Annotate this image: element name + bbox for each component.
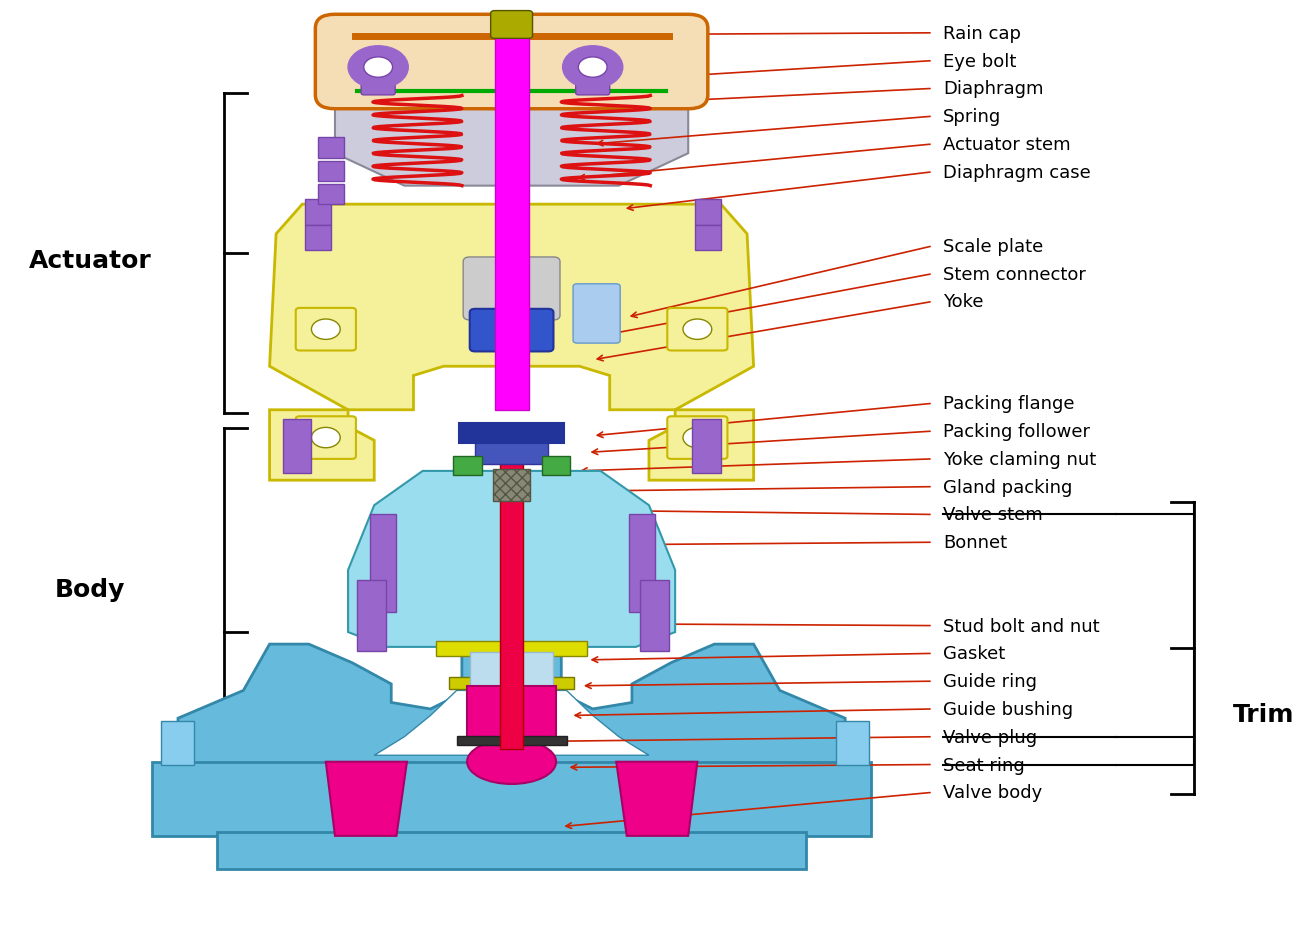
Bar xyxy=(467,686,556,741)
Text: Guide bushing: Guide bushing xyxy=(944,701,1074,718)
FancyBboxPatch shape xyxy=(316,15,708,110)
Circle shape xyxy=(312,319,341,340)
Text: Actuator: Actuator xyxy=(29,249,152,273)
Circle shape xyxy=(363,58,392,78)
Text: Actuator stem: Actuator stem xyxy=(944,135,1071,154)
Bar xyxy=(435,641,587,656)
Bar xyxy=(541,457,570,475)
Circle shape xyxy=(683,319,712,340)
Polygon shape xyxy=(178,644,846,765)
Bar xyxy=(152,762,872,836)
Bar xyxy=(218,832,806,870)
Bar xyxy=(283,419,312,473)
Text: Valve body: Valve body xyxy=(944,783,1042,802)
Bar xyxy=(319,138,345,159)
Bar xyxy=(319,161,345,182)
Bar xyxy=(640,581,669,651)
Text: Diaphragm: Diaphragm xyxy=(944,81,1044,98)
Bar xyxy=(499,462,523,749)
Text: Gland packing: Gland packing xyxy=(944,478,1072,496)
Text: Scale plate: Scale plate xyxy=(944,238,1044,255)
Text: Trim: Trim xyxy=(1234,702,1294,726)
Bar xyxy=(459,423,564,444)
Bar xyxy=(836,721,869,766)
Bar xyxy=(695,200,721,226)
Text: Body: Body xyxy=(55,577,126,601)
Bar xyxy=(161,721,194,766)
Bar xyxy=(370,515,396,612)
Text: Valve plug: Valve plug xyxy=(944,728,1037,746)
Circle shape xyxy=(502,297,520,309)
Text: Yoke claming nut: Yoke claming nut xyxy=(944,450,1096,469)
Polygon shape xyxy=(374,690,649,755)
Circle shape xyxy=(347,46,408,89)
Circle shape xyxy=(562,46,623,89)
Text: Bonnet: Bonnet xyxy=(944,534,1007,551)
Bar xyxy=(493,470,530,501)
Circle shape xyxy=(312,428,341,448)
FancyBboxPatch shape xyxy=(490,11,532,39)
FancyBboxPatch shape xyxy=(361,68,395,96)
Polygon shape xyxy=(270,205,754,410)
Text: Packing follower: Packing follower xyxy=(944,422,1091,441)
Bar xyxy=(319,185,345,205)
Bar xyxy=(469,652,553,688)
Text: Diaphragm case: Diaphragm case xyxy=(944,163,1091,182)
Text: Rain cap: Rain cap xyxy=(944,25,1021,43)
Polygon shape xyxy=(270,410,374,481)
Bar xyxy=(452,457,481,475)
FancyBboxPatch shape xyxy=(469,309,553,352)
FancyBboxPatch shape xyxy=(296,309,355,351)
Text: Seat ring: Seat ring xyxy=(944,755,1025,774)
FancyBboxPatch shape xyxy=(463,258,560,320)
FancyBboxPatch shape xyxy=(296,417,355,459)
FancyBboxPatch shape xyxy=(573,285,620,343)
Bar xyxy=(305,200,332,226)
Polygon shape xyxy=(649,410,754,481)
Polygon shape xyxy=(347,471,675,647)
Polygon shape xyxy=(616,762,697,836)
Text: Guide ring: Guide ring xyxy=(944,673,1037,690)
Text: Packing flange: Packing flange xyxy=(944,395,1075,413)
Bar xyxy=(305,226,332,251)
Bar xyxy=(629,515,656,612)
Circle shape xyxy=(502,279,520,292)
Text: Valve stem: Valve stem xyxy=(944,506,1044,524)
Text: Stem connector: Stem connector xyxy=(944,265,1087,283)
Bar xyxy=(448,677,574,690)
Text: Gasket: Gasket xyxy=(944,645,1006,663)
Bar xyxy=(494,32,528,410)
Circle shape xyxy=(683,428,712,448)
FancyBboxPatch shape xyxy=(576,68,610,96)
Circle shape xyxy=(578,58,607,78)
Bar xyxy=(695,226,721,251)
Ellipse shape xyxy=(467,740,556,784)
Bar xyxy=(475,442,548,464)
FancyBboxPatch shape xyxy=(667,309,728,351)
Polygon shape xyxy=(326,762,406,836)
Bar xyxy=(456,736,566,745)
Bar xyxy=(357,581,385,651)
FancyBboxPatch shape xyxy=(667,417,728,459)
Polygon shape xyxy=(336,96,688,187)
Bar xyxy=(692,419,721,473)
Text: Stud bolt and nut: Stud bolt and nut xyxy=(944,617,1100,635)
Text: Yoke: Yoke xyxy=(944,293,983,311)
Text: Spring: Spring xyxy=(944,108,1002,126)
Text: Eye bolt: Eye bolt xyxy=(944,53,1017,71)
